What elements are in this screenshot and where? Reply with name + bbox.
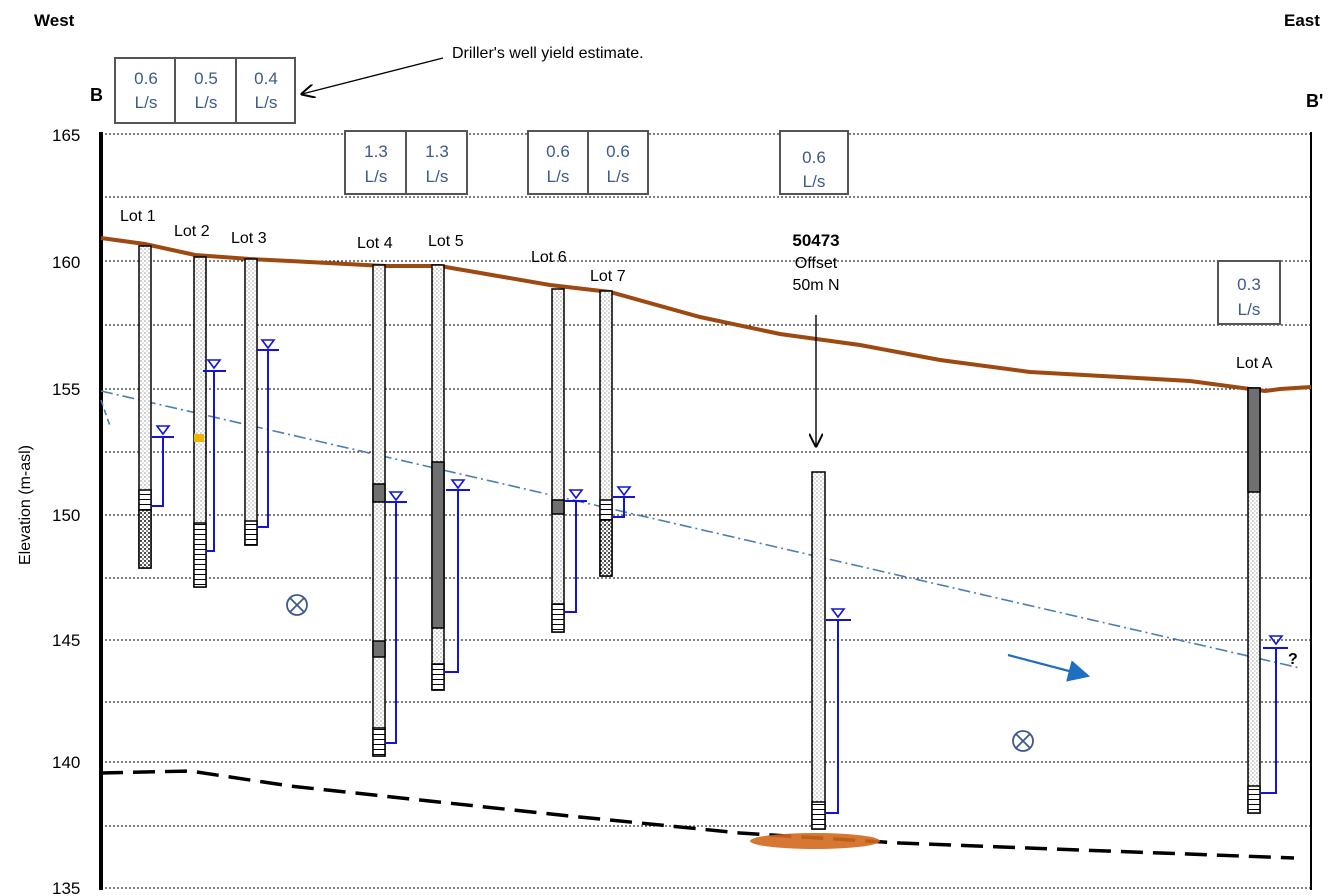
- well-label-lotA: Lot A: [1236, 355, 1273, 372]
- yield-value-lot5: 1.3: [425, 142, 449, 161]
- tick-label-145: 145: [52, 631, 80, 650]
- yield-value-lot1: 0.6: [134, 69, 158, 88]
- flow-into-page-symbol: [1012, 730, 1034, 752]
- tick-label-155: 155: [52, 380, 80, 399]
- water-level-triangle-icon: [830, 608, 846, 619]
- water-level-line-50473: [825, 620, 839, 814]
- water-level-line-lot3: [257, 350, 269, 528]
- water-level-line-lot5: [444, 490, 459, 673]
- well-label-lot5: Lot 5: [428, 233, 464, 250]
- yield-box-50473: [779, 130, 849, 195]
- section-end-label: B': [1306, 91, 1323, 111]
- well-lot3: [244, 258, 258, 546]
- water-level-triangle-icon: [206, 359, 222, 370]
- yield-unit-lotA: L/s: [1238, 300, 1261, 319]
- uncertainty-question-mark: ?: [1288, 651, 1298, 668]
- well-id-50473: 50473: [792, 231, 839, 250]
- well-label-lot2: Lot 2: [174, 223, 210, 240]
- well-lot4: [372, 264, 386, 757]
- water-level-triangle-icon: [568, 489, 584, 500]
- water-level-triangle-icon: [1268, 635, 1284, 646]
- yield-unit-lot1: L/s: [135, 93, 158, 112]
- well-label-lot4: Lot 4: [357, 235, 393, 252]
- yield-unit-lot6: L/s: [547, 167, 570, 186]
- well-offset-label: Offset: [795, 255, 838, 272]
- yield-unit-50473: L/s: [803, 172, 826, 191]
- potentiometric-surface-line: [100, 390, 1301, 669]
- well-50473: [811, 471, 826, 830]
- water-level-line-lot7: [612, 497, 625, 518]
- well-lot1: [138, 245, 152, 569]
- well-lot5: [431, 264, 445, 691]
- yield-value-lot2: 0.5: [194, 69, 218, 88]
- yield-unit-lot5: L/s: [426, 167, 449, 186]
- well-label-lot3: Lot 3: [231, 230, 267, 247]
- water-level-line-lotA: [1260, 648, 1277, 794]
- yield-value-lot6: 0.6: [546, 142, 570, 161]
- yield-value-50473: 0.6: [802, 148, 826, 167]
- water-level-triangle-icon: [450, 479, 466, 490]
- tick-label-160: 160: [52, 253, 80, 272]
- yield-value-lotA: 0.3: [1237, 275, 1261, 294]
- water-level-line-lot6: [564, 501, 577, 613]
- yield-value-lot7: 0.6: [606, 142, 630, 161]
- east-label: East: [1284, 11, 1320, 30]
- flow-into-page-symbol: [286, 594, 308, 616]
- tick-label-165: 165: [52, 126, 80, 145]
- yield-value-lot3: 0.4: [254, 69, 278, 88]
- annotation-arrow: [302, 57, 444, 94]
- water-level-line-lot1: [151, 437, 164, 507]
- well-label-lot7: Lot 7: [590, 268, 626, 285]
- potentiometric-surface-start: [100, 399, 111, 427]
- well-lot7: [599, 290, 613, 577]
- well-lotA: [1247, 387, 1261, 814]
- west-label: West: [34, 11, 75, 30]
- yield-value-lot4: 1.3: [364, 142, 388, 161]
- orange-lens: [750, 833, 880, 849]
- well-lot2: [193, 256, 207, 588]
- yield-box-group-lots-1-3: [114, 57, 296, 124]
- yield-unit-lot4: L/s: [365, 167, 388, 186]
- bedrock-contact-line: [100, 769, 1295, 860]
- yield-unit-lot3: L/s: [255, 93, 278, 112]
- gridlines: [101, 133, 1311, 889]
- water-level-triangle-icon: [155, 425, 171, 436]
- yield-box-lotA: [1217, 260, 1281, 325]
- tick-label-140: 140: [52, 753, 80, 772]
- flow-direction-arrow: [1007, 653, 1091, 682]
- water-level-line-lot4: [385, 502, 397, 744]
- water-level-triangle-icon: [616, 486, 632, 497]
- yield-unit-lot2: L/s: [195, 93, 218, 112]
- y-axis-label: Elevation (m-asl): [17, 445, 34, 565]
- well-label-lot1: Lot 1: [120, 208, 156, 225]
- yield-box-group-lots-4-5: [344, 130, 468, 195]
- well-label-lot6: Lot 6: [531, 249, 567, 266]
- tick-label-135: 135: [52, 879, 80, 896]
- well-offset-distance: 50m N: [792, 277, 839, 294]
- section-start-label: B: [90, 85, 103, 105]
- driller-yield-annotation: Driller's well yield estimate.: [452, 45, 644, 62]
- well-lot6: [551, 288, 565, 633]
- yield-unit-lot7: L/s: [607, 167, 630, 186]
- water-level-triangle-icon: [260, 339, 276, 350]
- yield-box-group-lots-6-7: [527, 130, 649, 195]
- water-level-line-lot2: [206, 371, 215, 552]
- water-level-triangle-icon: [388, 491, 404, 502]
- tick-label-150: 150: [52, 506, 80, 525]
